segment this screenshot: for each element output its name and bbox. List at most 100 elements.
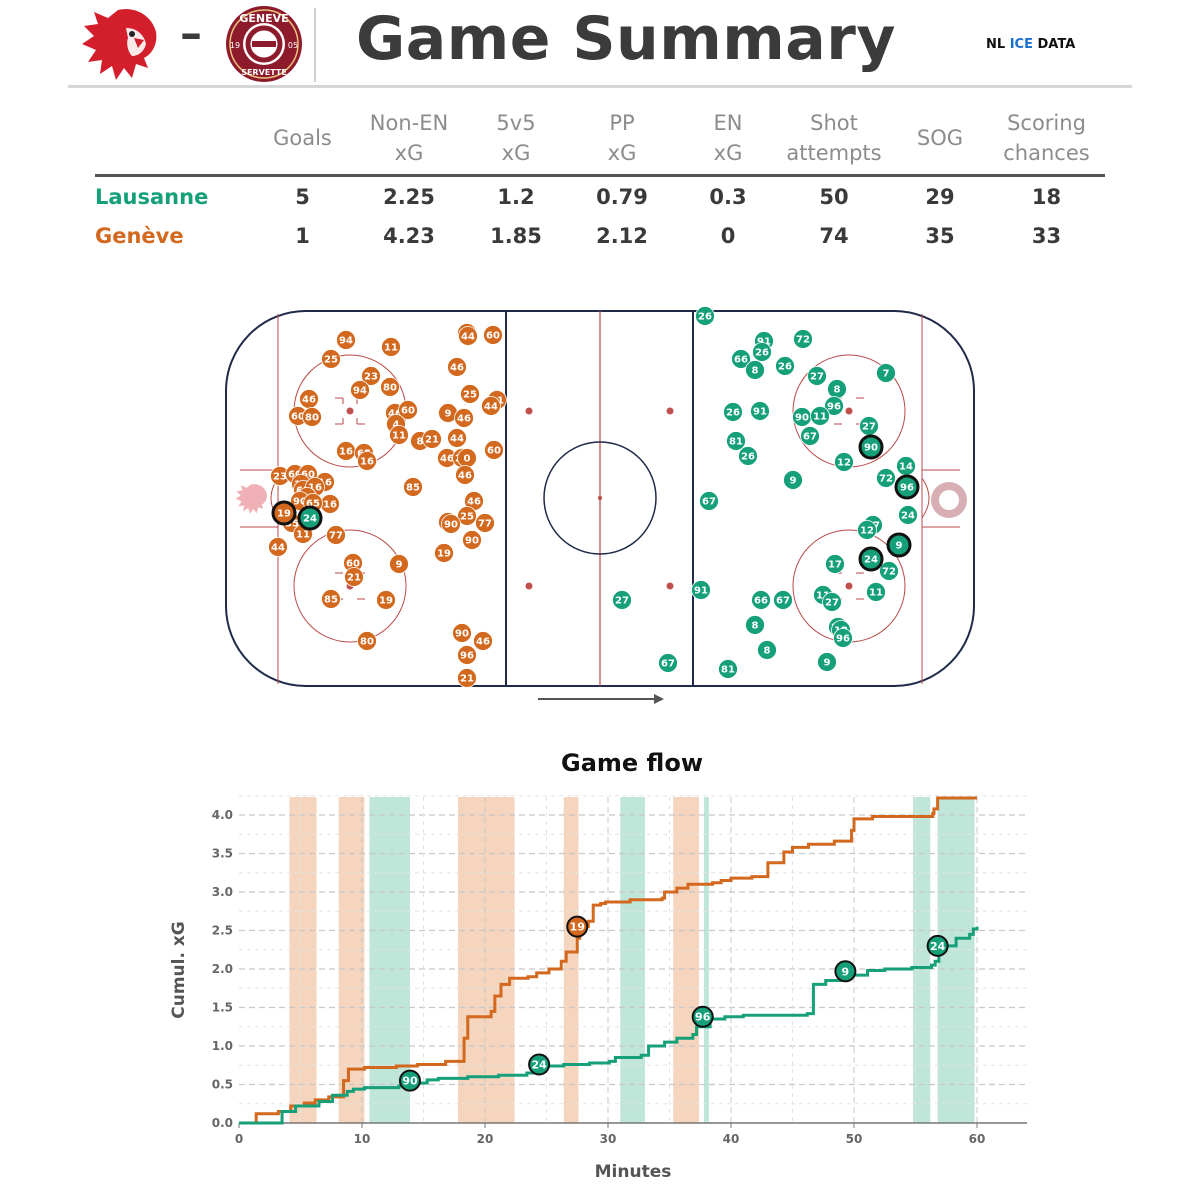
svg-text:GENEVE: GENEVE	[239, 12, 288, 25]
goal-marker: 24	[297, 505, 323, 531]
stat-cell: 33	[1031, 223, 1062, 248]
brand-prefix: NL	[986, 37, 1010, 52]
shot-marker: 8	[827, 379, 847, 399]
shot-marker: 90	[462, 530, 482, 550]
header-pp-xg: PP xG	[564, 108, 680, 177]
shot-marker: 67	[773, 590, 793, 610]
geneve-servette-logo: GENEVE SERVETTE 19 05	[226, 6, 302, 82]
stat-cell: 1.2	[497, 184, 535, 209]
goal-markers: 19 90 24 96 9 24	[398, 915, 949, 1092]
shot-marker: 21	[457, 668, 477, 688]
lausanne-xg-line	[239, 926, 979, 1125]
shot-label: 66	[734, 355, 748, 366]
powerplay-band	[937, 797, 975, 1123]
shot-marker: 96	[833, 628, 853, 648]
shot-marker: 19	[376, 590, 396, 610]
header-en-xg: EN xG	[680, 108, 776, 177]
shot-marker: 72	[793, 329, 813, 349]
shot-label: 72	[796, 335, 810, 346]
shot-label: 27	[615, 596, 629, 607]
shot-label: 19	[437, 549, 451, 560]
y-tick-label: 2.0	[212, 962, 233, 976]
shot-label: 96	[460, 651, 474, 662]
header-divider	[314, 8, 316, 82]
shot-label: 19	[277, 509, 291, 520]
x-axis-ticks: 0 10 20 30 40 50 60	[235, 1123, 985, 1146]
shot-label: 90	[455, 629, 469, 640]
shot-label: 11	[384, 343, 398, 354]
shot-marker: 44	[481, 396, 501, 416]
page-title: Game Summary	[356, 4, 896, 74]
header-5v5-xg: 5v5 xG	[468, 108, 564, 177]
shot-label: 60	[401, 406, 415, 417]
y-axis-ticks: 0.0 0.5 1.0 1.5 2.0 2.5 3.0 3.5 4.0	[212, 808, 233, 1130]
shot-label: 67	[702, 497, 716, 508]
shot-marker: 11	[866, 582, 886, 602]
shot-marker: 96	[457, 645, 477, 665]
shot-marker: 80	[357, 631, 377, 651]
shot-label: 60	[301, 470, 315, 481]
shot-label: 46	[388, 409, 402, 420]
shot-label: 11	[296, 530, 310, 541]
shot-label: 67	[776, 596, 790, 607]
shot-label: 60	[487, 446, 501, 457]
shot-marker: 11	[381, 337, 401, 357]
shot-label: 90	[795, 413, 809, 424]
shot-marker: 77	[475, 513, 495, 533]
shot-marker: 9	[817, 652, 837, 672]
shot-label: 25	[324, 355, 338, 366]
shot-marker: 8	[757, 640, 777, 660]
shot-label: 90	[293, 497, 307, 508]
shot-marker: 23	[361, 366, 381, 386]
game-flow-chart: Game flow 0 10 20 30 40 50 60 0.0 0.5 1.0 1.5 2.0 2…	[169, 749, 1027, 1182]
shot-marker: 44	[447, 428, 467, 448]
x-tick-label: 50	[846, 1132, 863, 1146]
shot-marker: 85	[321, 589, 341, 609]
stats-row-geneve: Genève 1 4.23 1.85 2.12 0 74 35 33	[95, 216, 1105, 255]
shot-label: 85	[324, 595, 338, 606]
shot-marker: 16	[320, 494, 340, 514]
shot-label: 8	[834, 385, 841, 396]
shot-label: 85	[406, 483, 420, 494]
shot-marker: 16	[357, 451, 377, 471]
shot-label: 21	[425, 435, 439, 446]
svg-text:SERVETTE: SERVETTE	[241, 68, 287, 77]
stat-cell: 2.25	[383, 184, 435, 209]
shot-label: 14	[899, 462, 913, 473]
shot-label: 25	[460, 512, 474, 523]
shot-marker: 24	[898, 505, 918, 525]
stat-cell: 35	[925, 223, 955, 248]
shot-marker: 46	[455, 465, 475, 485]
brand-ice: ICE	[1009, 37, 1033, 52]
x-axis-label: Minutes	[595, 1162, 672, 1182]
shot-marker: 67	[658, 653, 678, 673]
shot-marker: 26	[738, 446, 758, 466]
powerplay-band	[289, 797, 317, 1123]
shot-label: 11	[816, 591, 830, 602]
goal-marker: 9	[834, 960, 857, 983]
shot-marker: 25	[457, 506, 477, 526]
shot-label: 9	[896, 541, 903, 552]
shot-marker: 46	[299, 389, 319, 409]
shot-label: 72	[879, 474, 893, 485]
shot-label: 17	[828, 560, 842, 571]
shot-label: 26	[755, 348, 769, 359]
shot-marker: 94	[336, 330, 356, 350]
header-nonen-xg: Non-EN xG	[350, 108, 468, 177]
powerplay-band	[703, 797, 709, 1123]
shot-marker: 67	[699, 491, 719, 511]
shot-label: 27	[825, 598, 839, 609]
header-shot-attempts: Shot attempts	[776, 108, 892, 177]
shot-label: 26	[741, 452, 755, 463]
shot-label: 77	[478, 519, 492, 530]
shot-marker: 16	[336, 441, 356, 461]
lion-head-icon	[235, 484, 267, 514]
stat-cell: 2.12	[596, 223, 648, 248]
stat-cell: 1.85	[490, 223, 542, 248]
x-tick-label: 20	[477, 1132, 494, 1146]
shot-label: 27	[810, 372, 824, 383]
goal-label: 19	[570, 921, 585, 934]
shot-marker: 72	[876, 468, 896, 488]
shot-marker: 96	[824, 396, 844, 416]
shot-marker: 90	[452, 623, 472, 643]
